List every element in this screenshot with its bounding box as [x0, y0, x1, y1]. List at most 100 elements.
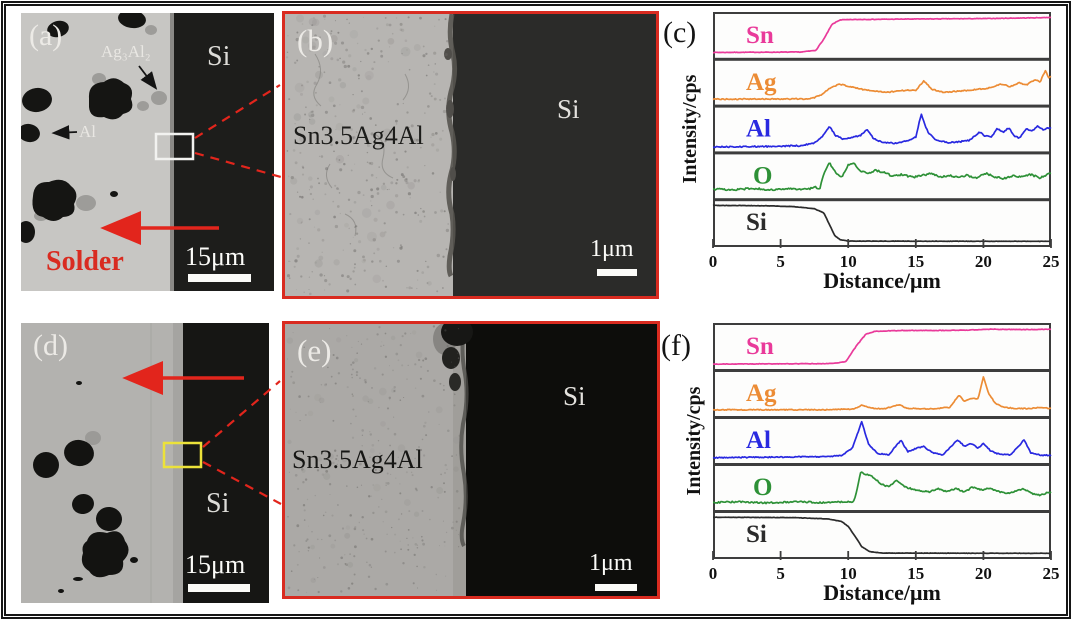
- sem-speckle: [396, 259, 400, 263]
- sem-speckle: [421, 394, 425, 398]
- sem-speckle: [300, 348, 302, 350]
- series-Ag-trace: [712, 376, 1052, 412]
- sem-speckle: [376, 27, 379, 30]
- sem-speckle: [287, 516, 289, 518]
- sem-speckle: [299, 151, 302, 154]
- sem-speckle: [367, 575, 371, 578]
- sem-speckle: [377, 209, 381, 212]
- sem-speckle: [380, 54, 384, 58]
- sem-speckle: [435, 72, 439, 76]
- sem-speckle: [431, 143, 435, 147]
- sem-speckle: [311, 531, 313, 533]
- sem-speckle: [453, 466, 459, 472]
- sem-speckle: [330, 543, 336, 549]
- sem-speckle: [300, 222, 303, 224]
- sem-speckle: [425, 74, 428, 77]
- sem-speckle: [350, 422, 352, 425]
- sem-speckle: [347, 587, 351, 590]
- sem-speckle: [333, 215, 336, 219]
- sem-speckle: [395, 477, 397, 479]
- sem-speckle: [286, 56, 289, 59]
- sem-speckle: [304, 54, 307, 56]
- sem-speckle: [399, 22, 403, 26]
- sem-speckle: [404, 178, 408, 182]
- panel-e-label: (e): [297, 333, 332, 368]
- sem-speckle: [352, 93, 354, 96]
- sem-speckle: [353, 249, 357, 253]
- sem-speckle: [351, 109, 355, 113]
- sem-speckle: [351, 368, 354, 371]
- sem-speckle: [297, 487, 300, 490]
- sem-speckle: [403, 396, 405, 399]
- sem-speckle: [410, 124, 414, 128]
- panel-a-micrograph-graphic: [21, 13, 274, 291]
- sem-speckle: [444, 18, 447, 21]
- sem-speckle: [328, 96, 335, 103]
- sem-speckle: [378, 326, 381, 329]
- sem-speckle: [371, 204, 373, 207]
- sem-speckle: [384, 550, 387, 553]
- sem-speckle: [364, 70, 374, 80]
- sem-speckle: [446, 108, 448, 110]
- sem-speckle: [446, 345, 449, 348]
- sem-speckle: [435, 148, 440, 152]
- sem-speckle: [388, 365, 391, 367]
- sem-speckle: [323, 71, 326, 74]
- sem-speckle: [354, 545, 357, 549]
- sem-speckle: [443, 97, 447, 100]
- sem-speckle: [354, 263, 356, 266]
- sem-speckle: [393, 151, 396, 155]
- sem-speckle: [329, 32, 333, 35]
- sem-speckle: [443, 482, 445, 485]
- sem-speckle: [400, 548, 402, 551]
- sem-speckle: [370, 200, 372, 202]
- sem-speckle: [350, 169, 353, 172]
- x-axis-tick-label: 5: [776, 564, 785, 583]
- sem-speckle: [361, 445, 363, 447]
- sem-speckle: [371, 386, 373, 389]
- sem-speckle: [332, 104, 336, 108]
- sem-speckle: [404, 332, 407, 335]
- sem-speckle: [335, 356, 339, 360]
- sem-speckle: [334, 115, 337, 118]
- sem-speckle: [340, 556, 344, 560]
- sem-speckle: [428, 411, 430, 413]
- sem-speckle: [394, 551, 396, 554]
- panel-b-alloy-label: Sn3.5Ag4Al: [293, 121, 424, 150]
- sem-speckle: [373, 252, 376, 255]
- sem-speckle: [351, 394, 355, 398]
- sem-speckle: [336, 454, 339, 457]
- sem-speckle: [356, 131, 358, 133]
- sem-speckle: [400, 46, 411, 57]
- sem-speckle: [381, 341, 383, 343]
- sem-speckle: [309, 185, 313, 189]
- sem-speckle: [333, 259, 340, 266]
- chart-c-panel-label: (c): [663, 16, 697, 49]
- sem-speckle: [376, 192, 380, 195]
- sem-speckle: [359, 377, 361, 380]
- sem-speckle: [382, 128, 392, 138]
- sem-speckle: [414, 363, 417, 366]
- sem-speckle: [296, 247, 300, 251]
- sem-speckle: [311, 24, 314, 27]
- sem-speckle: [338, 159, 341, 161]
- sem-speckle: [317, 577, 319, 579]
- sem-speckle: [425, 260, 427, 263]
- sem-speckle: [288, 260, 290, 262]
- sem-speckle: [387, 427, 390, 430]
- sem-speckle: [444, 463, 447, 467]
- sem-speckle: [408, 68, 411, 71]
- sem-speckle: [416, 269, 419, 272]
- sem-speckle: [436, 487, 444, 494]
- sem-speckle: [424, 112, 426, 114]
- sem-speckle: [431, 132, 435, 137]
- series-Sn-trace: [713, 16, 1052, 54]
- sem-speckle: [420, 535, 423, 538]
- sem-speckle: [419, 219, 423, 223]
- sem-speckle: [401, 335, 404, 338]
- sem-speckle: [317, 228, 321, 232]
- sem-speckle: [332, 461, 335, 465]
- sem-speckle: [354, 358, 359, 363]
- sem-speckle: [339, 104, 341, 106]
- sem-speckle: [426, 369, 429, 372]
